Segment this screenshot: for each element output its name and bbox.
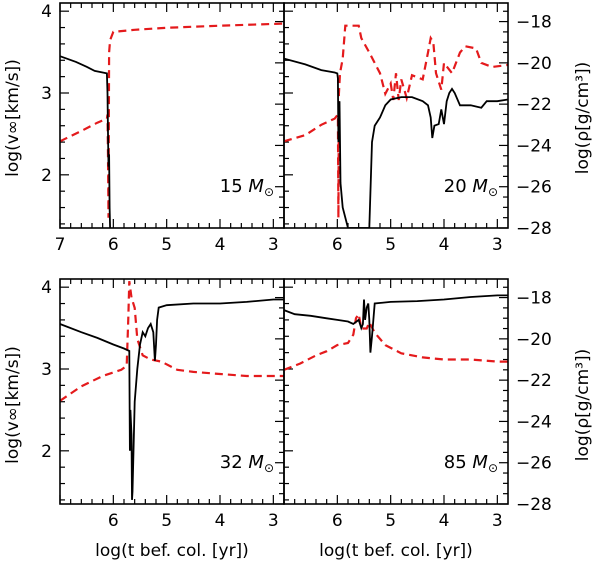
x-tick-label: 6 [332,511,343,531]
x-axis-label-left: log(t bef. col. [yr]) [95,541,249,561]
x-tick-label: 6 [108,511,119,531]
x-tick-label: 5 [385,511,396,531]
velocity-line-85 [284,294,508,353]
mass-label-32: 32 M⊙ [220,452,274,475]
right-tick-label: −28 [516,495,552,515]
right-tick-label: −20 [516,54,552,74]
x-tick-label: 5 [161,511,172,531]
x-tick-label: 4 [215,235,226,255]
left-axis-label-top: log(v∞[km/s]) [3,59,23,177]
left-tick-label: 4 [41,278,52,298]
velocity-line-32 [60,298,284,500]
left-axis-label-bottom: log(v∞[km/s]) [3,346,23,464]
velocity-line-20 [284,57,508,228]
x-tick-label: 6 [332,235,343,255]
x-tick-label: 5 [161,235,172,255]
right-axis-label-bottom: log(ρ[g/cm³]) [573,349,593,461]
x-tick-label: 4 [215,511,226,531]
x-tick-label: 7 [55,235,66,255]
panel-20: 20 M⊙ −28 −26 −24 −22 −20 −18 6 5 4 3 [283,2,552,255]
density-line-15 [60,22,284,218]
left-tick-label: 2 [41,166,52,186]
panel-frame [283,2,509,229]
x-tick-label: 4 [439,511,450,531]
left-tick-label: 3 [41,84,52,104]
x-tick-label: 3 [492,235,503,255]
panel-15: 15 M⊙ 2 3 4 7 6 5 4 3 [41,2,285,255]
x-tick-label: 5 [385,235,396,255]
x-tick-label: 3 [268,235,279,255]
right-tick-label: −26 [516,454,552,474]
density-line-32 [60,280,284,402]
panel-85: 85 M⊙ −28 −26 −24 −22 −20 −18 6 5 4 3 [283,278,552,531]
mass-label-15: 15 M⊙ [220,176,274,199]
right-tick-label: −24 [516,412,552,432]
right-axis-label-top: log(ρ[g/cm³]) [573,62,593,174]
left-tick-label: 4 [41,2,52,22]
x-tick-label: 4 [439,235,450,255]
right-tick-label: −18 [516,289,552,309]
right-tick-label: −26 [516,178,552,198]
right-tick-label: −22 [516,95,552,115]
left-tick-label: 2 [41,442,52,462]
left-tick-label: 3 [41,360,52,380]
mass-label-85: 85 M⊙ [444,452,498,475]
x-axis-label-right: log(t bef. col. [yr]) [319,541,473,561]
right-tick-label: −18 [516,13,552,33]
x-tick-label: 6 [108,235,119,255]
panel-frame [283,278,509,505]
mass-label-20: 20 M⊙ [444,176,498,199]
x-tick-label: 3 [268,511,279,531]
density-line-85 [284,311,508,371]
right-tick-label: −22 [516,371,552,391]
panel-32: 32 M⊙ 2 3 4 6 5 4 3 [41,278,285,531]
right-tick-label: −20 [516,330,552,350]
right-tick-label: −28 [516,219,552,239]
x-tick-label: 3 [492,511,503,531]
velocity-line-15 [60,55,111,228]
right-tick-label: −24 [516,136,552,156]
